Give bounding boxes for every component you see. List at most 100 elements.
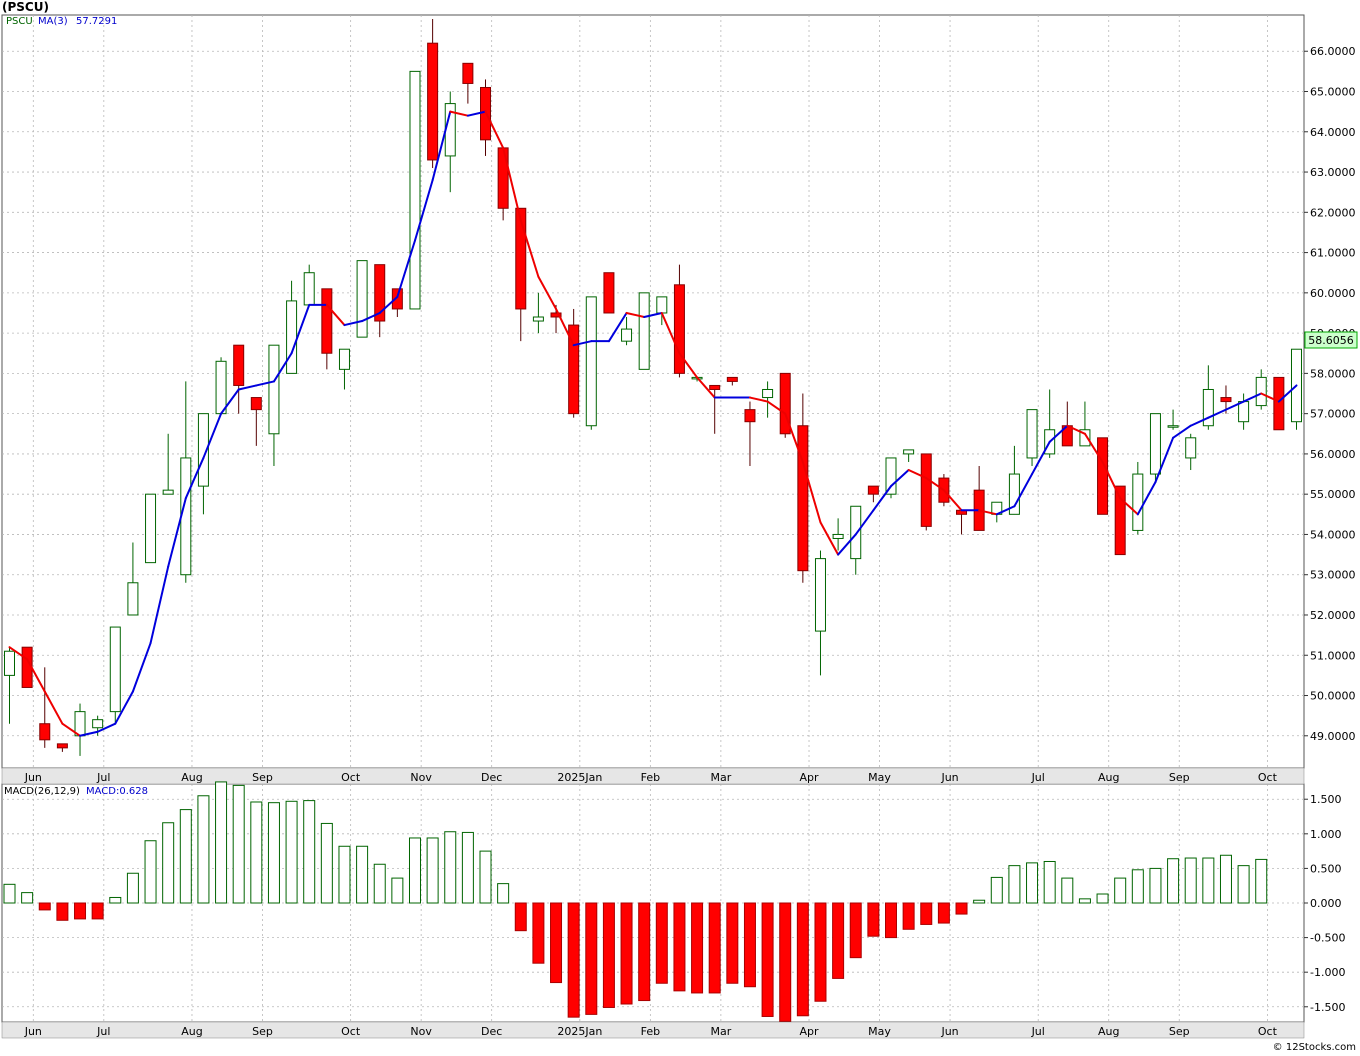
macd-bar [585, 902, 598, 1015]
macd-bar [426, 837, 439, 904]
candle-body [1202, 388, 1214, 427]
ma3-segment [96, 722, 117, 733]
candle-body [1079, 429, 1091, 447]
ma3-segment [1172, 424, 1192, 439]
macd-bar [1149, 867, 1162, 904]
macd-bar [1061, 877, 1074, 904]
macd-histogram [3, 781, 1268, 1022]
legend-ma-label: MA(3) [38, 16, 68, 27]
macd-tick-label: -1.000 [1310, 966, 1345, 979]
ma3-segment [1066, 424, 1086, 435]
price-tick-label: 63.0000 [1310, 166, 1356, 179]
macd-bar [267, 802, 280, 904]
macd-bar [761, 902, 774, 1017]
ma3-segment [167, 497, 187, 568]
candle-body [409, 70, 421, 310]
ma3-segment [184, 456, 205, 500]
macd-x-axis: Jun Jul Aug Sep Oct Nov Dec 2025Jan Feb Mar Apr May… [24, 1025, 1278, 1038]
macd-bar [832, 902, 845, 979]
macd-bar [1131, 869, 1144, 904]
ma3-segment [1189, 416, 1210, 427]
macd-bar [197, 795, 210, 904]
ma3-segment [660, 311, 681, 355]
ma3-segment [290, 303, 311, 355]
candle-body [162, 489, 174, 495]
price-tick-label: 52.0000 [1310, 609, 1356, 622]
candle-body [1149, 413, 1161, 475]
macd-bar [320, 822, 333, 904]
candle-body [568, 324, 580, 415]
month-label: Oct [341, 771, 361, 784]
ma3-segment [1083, 432, 1104, 463]
macd-bar [655, 902, 668, 984]
month-label: Sep [252, 771, 273, 784]
candle-body [197, 413, 209, 487]
macd-bar [479, 850, 492, 904]
candle-body [603, 272, 615, 314]
ma3-segment [449, 110, 469, 117]
macd-tick-label: -0.500 [1310, 932, 1345, 945]
macd-tick-label: 0.000 [1310, 897, 1342, 910]
ma3-segment [131, 642, 152, 693]
candle-body [356, 260, 368, 338]
candle-body [532, 316, 544, 322]
price-tick-label: 51.0000 [1310, 649, 1356, 662]
macd-bar [1096, 893, 1109, 904]
macd-bar [373, 863, 386, 904]
candle-body [233, 344, 245, 386]
candle-body [762, 388, 774, 399]
ma3-segment [519, 219, 540, 278]
candle-body [427, 42, 439, 161]
macd-bar [602, 902, 615, 1008]
price-tick-label: 60.0000 [1310, 287, 1356, 300]
ma3-segment [26, 658, 46, 693]
candle-body [638, 292, 650, 370]
month-label: Sep [1169, 771, 1190, 784]
month-label: Sep [1169, 1025, 1190, 1038]
macd-bar [673, 902, 686, 992]
ma3-segment [43, 690, 64, 725]
candle-body [286, 300, 298, 374]
ma3-segment [1207, 408, 1227, 419]
candle-body [832, 533, 844, 539]
macd-bar [567, 902, 580, 1018]
ma3-segment [237, 384, 258, 391]
macd-bar [91, 902, 104, 920]
month-label: Feb [641, 771, 660, 784]
candle-body [391, 288, 403, 310]
macd-bar [1078, 898, 1091, 904]
price-tick-label: 58.0000 [1310, 367, 1356, 380]
macd-tick-label: 0.500 [1310, 862, 1342, 875]
ma3-segment [555, 307, 575, 347]
candle-body [374, 264, 386, 322]
month-label: May [868, 771, 891, 784]
ma3-segment [572, 340, 593, 347]
legend-macd-value: MACD:0.628 [86, 786, 148, 797]
ma3-segment [837, 533, 857, 556]
price-gridlines [2, 15, 1304, 768]
legend-symbol: PSCU [6, 16, 33, 27]
month-label: Mar [710, 1025, 731, 1038]
candle-body [920, 453, 932, 527]
ma3-segment [1260, 392, 1280, 403]
candle-body [709, 384, 721, 390]
ma3-segment [1013, 473, 1034, 508]
macd-bar [21, 892, 34, 904]
macd-bar [162, 822, 175, 904]
candle-body [814, 558, 826, 632]
macd-bar [179, 809, 192, 904]
candle-body [779, 372, 791, 435]
candle-body [1220, 397, 1232, 403]
macd-bar [338, 845, 351, 904]
candle-body [515, 207, 527, 310]
candle-body [1026, 409, 1038, 459]
month-label: Jul [1031, 1025, 1045, 1038]
ma3-segment [978, 509, 998, 516]
candle-body [1132, 473, 1144, 531]
macd-bar [814, 902, 827, 1002]
month-label: Jun [940, 771, 958, 784]
candle-body [215, 360, 227, 415]
ma3-segment [678, 352, 699, 379]
ma3-segment [1154, 436, 1175, 484]
ma3-segment [1136, 481, 1157, 516]
